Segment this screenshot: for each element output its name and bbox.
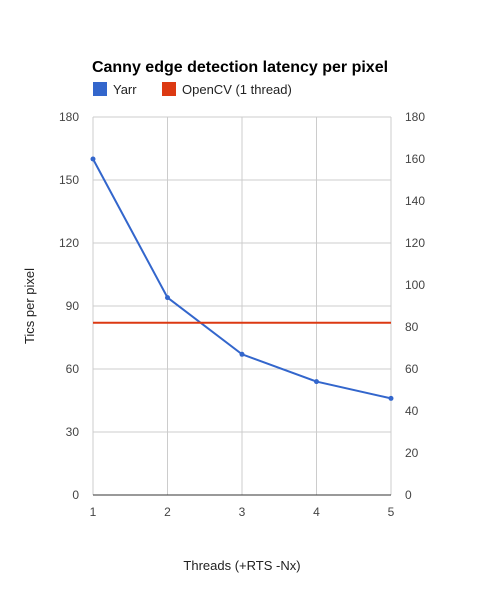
legend-swatch xyxy=(162,82,176,96)
y-tick-label-right: 0 xyxy=(405,488,412,502)
x-axis-ticks: 1 2 3 4 5 xyxy=(90,505,395,519)
y-axis-right-ticks: 0 20 40 60 80 100 120 140 160 180 xyxy=(405,110,425,502)
y-tick-label-right: 180 xyxy=(405,110,425,124)
y-tick-label-right: 20 xyxy=(405,446,419,460)
y-tick-label-right: 80 xyxy=(405,320,419,334)
gridlines xyxy=(92,116,392,496)
series-layer xyxy=(90,156,394,401)
y-tick-label-left: 180 xyxy=(59,110,79,124)
y-axis-left-ticks: 0 30 60 90 120 150 180 xyxy=(59,110,79,502)
legend-swatch xyxy=(93,82,107,96)
x-tick-label: 5 xyxy=(388,505,395,519)
x-axis-title: Threads (+RTS -Nx) xyxy=(183,558,300,573)
y-axis-title: Tics per pixel xyxy=(22,268,37,344)
x-tick-label: 3 xyxy=(239,505,246,519)
y-tick-label-left: 60 xyxy=(66,362,80,376)
y-tick-label-left: 120 xyxy=(59,236,79,250)
x-tick-label: 4 xyxy=(313,505,320,519)
y-tick-label-left: 150 xyxy=(59,173,79,187)
y-tick-label-right: 100 xyxy=(405,278,425,292)
y-tick-label-right: 140 xyxy=(405,194,425,208)
x-tick-label: 1 xyxy=(90,505,97,519)
data-point xyxy=(239,351,245,357)
y-tick-label-right: 160 xyxy=(405,152,425,166)
y-tick-label-left: 0 xyxy=(72,488,79,502)
chart-title: Canny edge detection latency per pixel xyxy=(92,59,388,76)
y-tick-label-right: 120 xyxy=(405,236,425,250)
data-point xyxy=(388,395,394,401)
y-tick-label-right: 40 xyxy=(405,404,419,418)
data-point xyxy=(90,156,96,162)
legend: Yarr OpenCV (1 thread) xyxy=(93,82,292,97)
legend-label: Yarr xyxy=(113,82,137,97)
y-tick-label-right: 60 xyxy=(405,362,419,376)
data-point xyxy=(165,295,170,301)
x-tick-label: 2 xyxy=(164,505,171,519)
y-tick-label-left: 90 xyxy=(66,299,80,313)
data-point xyxy=(314,379,319,385)
y-tick-label-left: 30 xyxy=(66,425,80,439)
legend-label: OpenCV (1 thread) xyxy=(182,82,292,97)
